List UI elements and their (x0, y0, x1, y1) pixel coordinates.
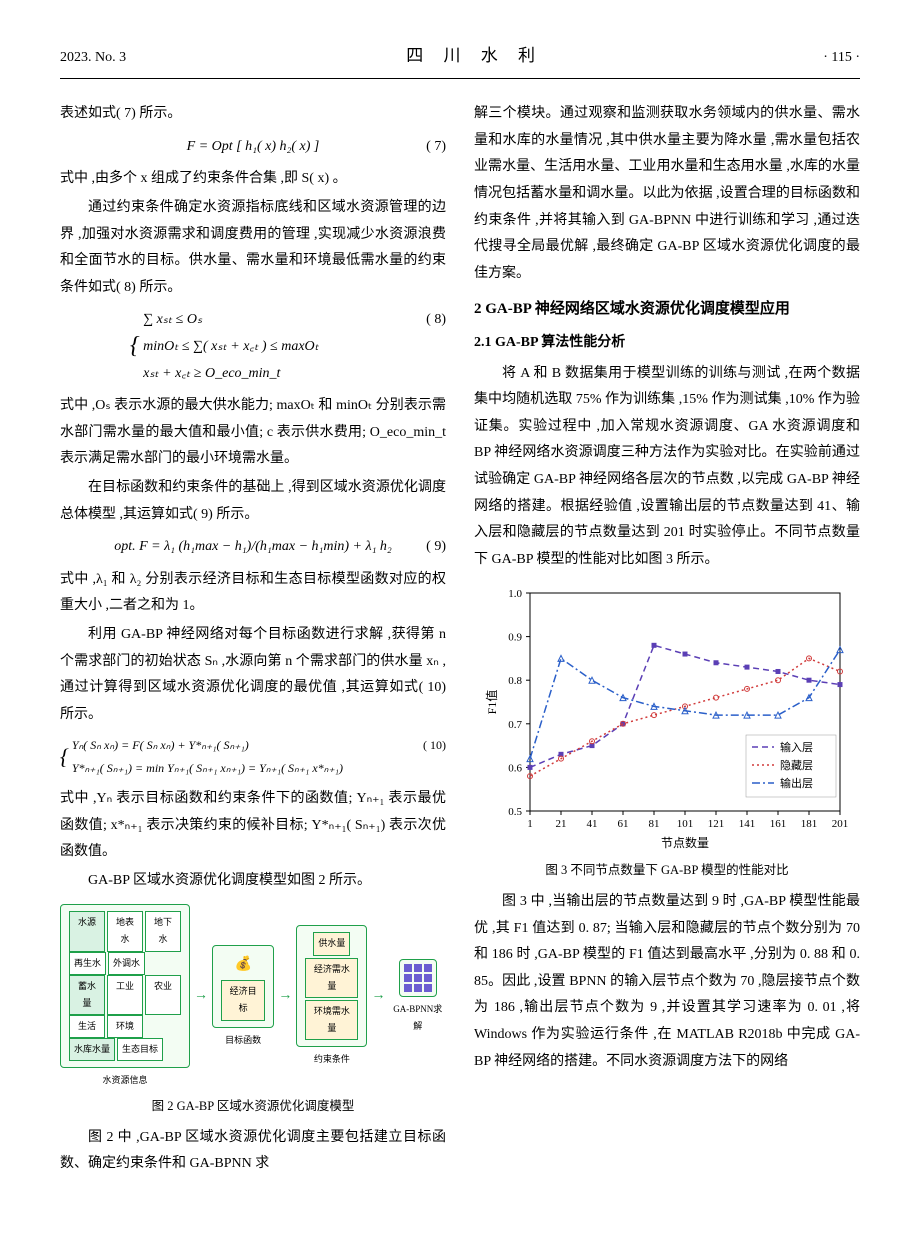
svg-text:201: 201 (832, 818, 849, 830)
svg-text:0.5: 0.5 (508, 806, 522, 818)
header-left: 2023. No. 3 (60, 45, 126, 72)
eq-number: ( 10) (423, 734, 446, 757)
figure-caption: 图 2 GA-BP 区域水资源优化调度模型 (60, 1095, 446, 1119)
equation-10: { Yₙ( Sₙ xₙ) = F( Sₙ xₙ) + Y*ₙ₊₁( Sₙ₊₁) … (60, 734, 446, 780)
svg-text:181: 181 (801, 818, 818, 830)
svg-text:隐藏层: 隐藏层 (780, 759, 813, 772)
body-text: 图 2 中 ,GA-BP 区域水资源优化调度主要包括建立目标函数、确定约束条件和… (60, 1125, 446, 1178)
equation-7: F = Opt [ h₁( x) h₂( x) ] ( 7) (60, 134, 446, 161)
body-text: 式中 ,λ₁ 和 λ₂ 分别表示经济目标和生态目标模型函数对应的权重大小 ,二者… (60, 567, 446, 620)
fig2-cell: 水源 (69, 911, 105, 951)
svg-text:21: 21 (556, 818, 567, 830)
eq-line: minOₜ ≤ ∑( xₛₜ + x꜀ₜ ) ≤ maxOₜ (143, 339, 319, 354)
fig2-cell: 生态目标 (117, 1038, 163, 1061)
eq-body: opt. F = λ₁ (h₁max − h₁)/(h₁max − h₁min)… (114, 539, 392, 554)
svg-text:81: 81 (649, 818, 660, 830)
svg-text:101: 101 (677, 818, 694, 830)
body-text: 式中 ,Yₙ 表示目标函数和约束条件下的函数值; Yₙ₊₁ 表示最优函数值; x… (60, 786, 446, 866)
fig2-cell: 再生水 (69, 952, 106, 975)
fig2-cell: 外调水 (108, 952, 145, 975)
svg-text:输出层: 输出层 (780, 776, 813, 790)
equation-8: { ∑ xₛₜ ≤ Oₛ minOₜ ≤ ∑( xₛₜ + x꜀ₜ ) ≤ ma… (60, 307, 446, 387)
eq-line: Yₙ( Sₙ xₙ) = F( Sₙ xₙ) + Y*ₙ₊₁( Sₙ₊₁) (72, 738, 249, 752)
svg-text:61: 61 (618, 818, 629, 830)
fig2-cell: 环境 (107, 1015, 143, 1038)
fig2-group-label: 目标函数 (225, 1032, 261, 1049)
right-column: 解三个模块。通过观察和监测获取水务领域内的供水量、需水量和水库的水量情况 ,其中… (474, 101, 860, 1180)
figure-caption: 图 3 不同节点数量下 GA-BP 模型的性能对比 (474, 859, 860, 883)
body-text: 将 A 和 B 数据集用于模型训练的训练与测试 ,在两个数据集中均随机选取 75… (474, 361, 860, 574)
arrow-icon: → (371, 983, 385, 1010)
fig2-cell: 地下水 (145, 911, 181, 951)
fig2-cell: 蓄水量 (69, 975, 105, 1015)
header-center: 四 川 水 利 (406, 40, 543, 72)
page-header: 2023. No. 3 四 川 水 利 · 115 · (60, 40, 860, 79)
subsection-heading: 2.1 GA-BP 算法性能分析 (474, 330, 860, 357)
body-text: 图 3 中 ,当输出层的节点数量达到 9 时 ,GA-BP 模型性能最优 ,其 … (474, 889, 860, 1075)
svg-text:121: 121 (708, 818, 725, 830)
two-column-layout: 表述如式( 7) 所示。 F = Opt [ h₁( x) h₂( x) ] (… (60, 101, 860, 1180)
svg-text:0.8: 0.8 (508, 675, 522, 687)
body-text: 表述如式( 7) 所示。 (60, 101, 446, 128)
line-chart: 0.50.60.70.80.91.01214161811011211411611… (482, 583, 852, 853)
fig2-cell: 水库水量 (69, 1038, 115, 1061)
fig2-cell: 生活 (69, 1015, 105, 1038)
svg-text:141: 141 (739, 818, 756, 830)
eq-number: ( 9) (426, 534, 446, 561)
fig2-cell: 经济需水量 (305, 958, 358, 998)
body-text: 利用 GA-BP 神经网络对每个目标函数进行求解 ,获得第 n 个需求部门的初始… (60, 622, 446, 728)
fig2-cell: 工业 (107, 975, 143, 1015)
svg-text:输入层: 输入层 (780, 740, 813, 754)
fig2-cell: 环境需水量 (305, 1000, 358, 1040)
fig2-cell: 经济目标 (221, 980, 265, 1020)
fig2-cell: 农业 (145, 975, 181, 1015)
svg-text:161: 161 (770, 818, 787, 830)
svg-text:41: 41 (587, 818, 598, 830)
fig2-group-label: GA-BPNN求解 (389, 1001, 446, 1035)
body-text: 通过约束条件确定水资源指标底线和区域水资源管理的边界 ,加强对水资源需求和调度费… (60, 195, 446, 301)
svg-text:1.0: 1.0 (508, 588, 522, 600)
eq-number: ( 8) (426, 307, 446, 334)
eq-number: ( 7) (426, 134, 446, 161)
arrow-icon: → (194, 983, 208, 1010)
svg-text:0.6: 0.6 (508, 763, 522, 775)
fig2-cell: 供水量 (313, 932, 350, 955)
section-heading: 2 GA-BP 神经网络区域水资源优化调度模型应用 (474, 295, 860, 324)
left-column: 表述如式( 7) 所示。 F = Opt [ h₁( x) h₂( x) ] (… (60, 101, 446, 1180)
body-text: 解三个模块。通过观察和监测获取水务领域内的供水量、需水量和水库的水量情况 ,其中… (474, 101, 860, 287)
body-text: 式中 ,Oₛ 表示水源的最大供水能力; maxOₜ 和 minOₜ 分别表示需水… (60, 393, 446, 473)
figure-3: 0.50.60.70.80.91.01214161811011211411611… (474, 583, 860, 883)
svg-text:节点数量: 节点数量 (661, 835, 709, 850)
svg-text:0.7: 0.7 (508, 719, 522, 731)
fig2-cell: 地表水 (107, 911, 143, 951)
eq-body: F = Opt [ h₁( x) h₂( x) ] (187, 139, 320, 154)
svg-text:0.9: 0.9 (508, 632, 522, 644)
svg-text:F1值: F1值 (484, 690, 499, 715)
header-right: · 115 · (823, 45, 860, 72)
body-text: 式中 ,由多个 x 组成了约束条件合集 ,即 S( x) 。 (60, 166, 446, 193)
eq-line: xₛₜ + x꜀ₜ ≥ O_eco_min_t (143, 366, 280, 381)
body-text: GA-BP 区域水资源优化调度模型如图 2 所示。 (60, 868, 446, 895)
fig2-group-label: 约束条件 (314, 1051, 350, 1068)
figure-2: 水源地表水地下水 再生水外调水 蓄水量工业农业 生活环境 水库水量生态目标 水资… (60, 904, 446, 1119)
equation-9: opt. F = λ₁ (h₁max − h₁)/(h₁max − h₁min)… (60, 534, 446, 561)
fig2-group-label: 水资源信息 (102, 1072, 147, 1089)
body-text: 在目标函数和约束条件的基础上 ,得到区域水资源优化调度总体模型 ,其运算如式( … (60, 475, 446, 528)
arrow-icon: → (278, 983, 292, 1010)
eq-line: ∑ xₛₜ ≤ Oₛ (143, 312, 202, 327)
svg-text:1: 1 (527, 818, 533, 830)
eq-line: Y*ₙ₊₁( Sₙ₊₁) = min Yₙ₊₁( Sₙ₊₁ xₙ₊₁) = Yₙ… (72, 761, 343, 775)
